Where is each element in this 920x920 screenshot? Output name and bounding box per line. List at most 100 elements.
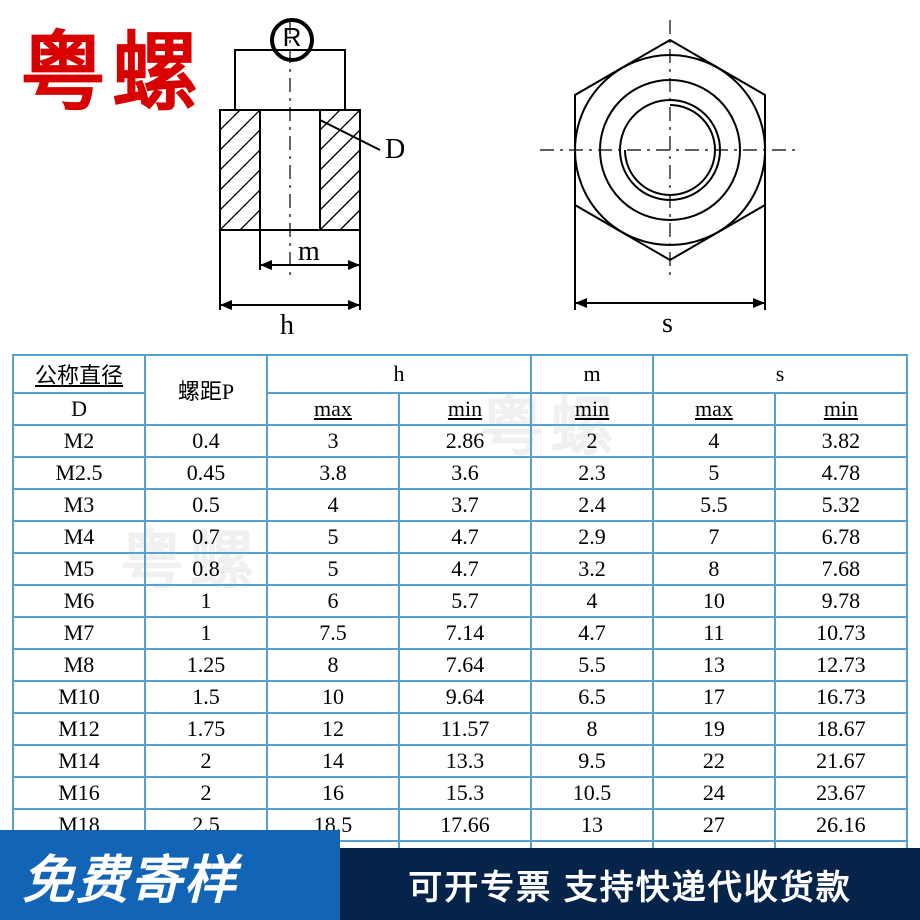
cell-P: 0.7 [145,521,267,553]
cell-P: 1 [145,617,267,649]
cell-D: M5 [13,553,145,585]
table-head: 公称直径 螺距P h m s D max min min max min [13,355,907,425]
cell-D: M8 [13,649,145,681]
cell-s_max: 24 [653,777,775,809]
cell-h_min: 4.7 [399,521,531,553]
cell-h_max: 3 [267,425,399,457]
label-D: D [385,134,405,165]
cell-h_max: 5 [267,553,399,585]
th-P: 螺距P [145,355,267,425]
table-row: M1621615.310.52423.67 [13,777,907,809]
cell-s_max: 17 [653,681,775,713]
cell-h_min: 7.64 [399,649,531,681]
table-row: M6165.74109.78 [13,585,907,617]
th-s: s [653,355,907,393]
cell-D: M2.5 [13,457,145,489]
cell-h_max: 5 [267,521,399,553]
cell-h_max: 12 [267,713,399,745]
cell-h_max: 10 [267,681,399,713]
cell-h_min: 3.6 [399,457,531,489]
cell-h_min: 2.86 [399,425,531,457]
cell-m_min: 2.9 [531,521,653,553]
cell-m_min: 3.2 [531,553,653,585]
cell-h_min: 9.64 [399,681,531,713]
cell-s_max: 5 [653,457,775,489]
table-row: M2.50.453.83.62.354.78 [13,457,907,489]
cell-D: M2 [13,425,145,457]
cell-s_max: 10 [653,585,775,617]
cell-h_min: 3.7 [399,489,531,521]
cell-P: 0.5 [145,489,267,521]
cell-s_min: 23.67 [775,777,907,809]
cell-m_min: 4 [531,585,653,617]
th-m: m [531,355,653,393]
cell-h_max: 8 [267,649,399,681]
th-h-min: min [399,393,531,425]
cell-P: 1.25 [145,649,267,681]
label-m: m [298,236,320,267]
cell-m_min: 6.5 [531,681,653,713]
cell-P: 0.8 [145,553,267,585]
diagram-top-view: s [510,20,870,350]
th-m-min: min [531,393,653,425]
th-h: h [267,355,531,393]
cell-s_min: 9.78 [775,585,907,617]
cell-h_min: 7.14 [399,617,531,649]
cell-h_max: 3.8 [267,457,399,489]
table-row: M101.5109.646.51716.73 [13,681,907,713]
cell-P: 1.5 [145,681,267,713]
cell-h_max: 7.5 [267,617,399,649]
diagram-side-view: D m h [180,20,440,350]
cell-D: M16 [13,777,145,809]
cell-s_max: 13 [653,649,775,681]
cell-m_min: 8 [531,713,653,745]
cell-D: M14 [13,745,145,777]
cell-s_min: 18.67 [775,713,907,745]
th-D-title: 公称直径 [13,355,145,393]
label-s: s [662,308,673,339]
cell-s_min: 3.82 [775,425,907,457]
cell-P: 2 [145,745,267,777]
label-h: h [280,310,294,341]
cell-m_min: 2.4 [531,489,653,521]
table-row: M81.2587.645.51312.73 [13,649,907,681]
cell-s_min: 12.73 [775,649,907,681]
cell-s_max: 5.5 [653,489,775,521]
table-row: M50.854.73.287.68 [13,553,907,585]
cell-s_min: 4.78 [775,457,907,489]
cell-h_max: 14 [267,745,399,777]
cell-P: 0.45 [145,457,267,489]
cell-m_min: 9.5 [531,745,653,777]
spec-table: 公称直径 螺距P h m s D max min min max min M20… [12,354,908,906]
cell-s_max: 8 [653,553,775,585]
cell-s_min: 21.67 [775,745,907,777]
banner-left-text: 免费寄样 [22,838,238,913]
cell-h_max: 16 [267,777,399,809]
cell-m_min: 10.5 [531,777,653,809]
table-row: M717.57.144.71110.73 [13,617,907,649]
cell-s_max: 4 [653,425,775,457]
cell-h_max: 6 [267,585,399,617]
cell-h_min: 15.3 [399,777,531,809]
cell-P: 0.4 [145,425,267,457]
cell-s_min: 10.73 [775,617,907,649]
cell-h_min: 11.57 [399,713,531,745]
cell-m_min: 2.3 [531,457,653,489]
cell-P: 1 [145,585,267,617]
cell-h_min: 5.7 [399,585,531,617]
spec-table-wrap: 公称直径 螺距P h m s D max min min max min M20… [12,354,908,906]
cell-s_max: 7 [653,521,775,553]
th-h-max: max [267,393,399,425]
cell-D: M4 [13,521,145,553]
table-row: M20.432.86243.82 [13,425,907,457]
promo-banner: 免费寄样 可开专票 支持快递代收货款 [0,830,920,920]
table-row: M40.754.72.976.78 [13,521,907,553]
cell-D: M12 [13,713,145,745]
table-row: M30.543.72.45.55.32 [13,489,907,521]
cell-s_min: 5.32 [775,489,907,521]
cell-P: 1.75 [145,713,267,745]
cell-P: 2 [145,777,267,809]
brand-text: 粤螺 [20,25,204,121]
cell-D: M7 [13,617,145,649]
cell-s_min: 7.68 [775,553,907,585]
